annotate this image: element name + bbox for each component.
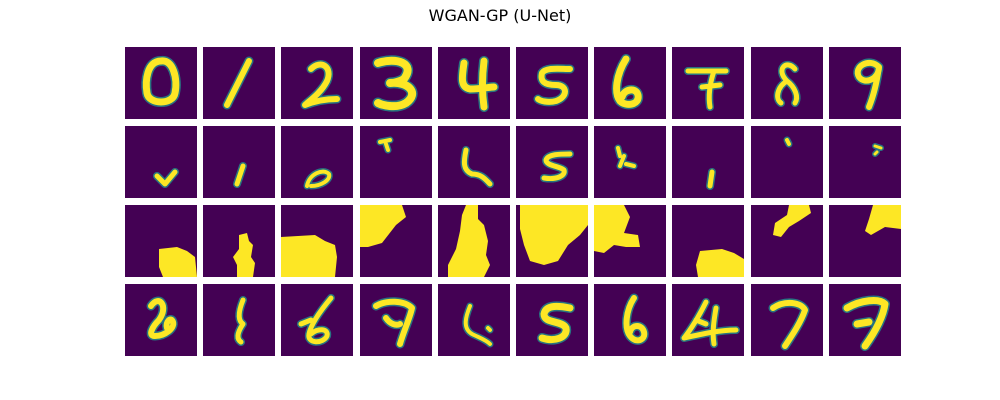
grid-tile-masked-partial-digit-6 <box>594 126 666 198</box>
tile-image <box>233 233 255 277</box>
tile-image <box>360 205 406 247</box>
grid-tile-masked-partial-digit-1 <box>203 126 275 198</box>
grid-tile-binary-mask-3 <box>360 205 432 277</box>
tile-image <box>376 136 394 154</box>
grid-tile-masked-partial-digit-5 <box>516 126 588 198</box>
grid-tile-masked-partial-digit-7 <box>672 126 744 198</box>
tile-image <box>146 296 178 341</box>
grid-tile-binary-mask-5 <box>516 205 588 277</box>
tile-image <box>706 168 716 190</box>
tile-image <box>594 205 640 253</box>
tile-image <box>297 294 335 346</box>
tile-image <box>303 168 333 190</box>
grid-tile-binary-mask-8 <box>751 205 823 277</box>
grid-tile-masked-partial-digit-0 <box>125 126 197 198</box>
tile-image <box>448 205 490 277</box>
grid-tile-real-digit-5 <box>516 47 588 119</box>
tile-image <box>696 249 744 277</box>
grid-tile-binary-mask-4 <box>438 205 510 277</box>
tile-image <box>462 302 494 348</box>
tile-image <box>233 162 247 188</box>
grid-tile-binary-mask-6 <box>594 205 666 277</box>
tile-image <box>281 235 337 277</box>
grid-tile-generated-digit-0 <box>125 284 197 356</box>
grid-tile-masked-partial-digit-3 <box>360 126 432 198</box>
tile-image <box>773 205 811 237</box>
tile-image <box>460 146 494 188</box>
grid-tile-binary-mask-9 <box>829 205 901 277</box>
grid-tile-generated-digit-6 <box>594 284 666 356</box>
grid-tile-binary-mask-2 <box>281 205 353 277</box>
tile-image <box>537 301 575 345</box>
tile-image <box>371 297 417 349</box>
tile-image <box>680 298 740 348</box>
grid-tile-masked-partial-digit-9 <box>829 126 901 198</box>
grid-tile-masked-partial-digit-2 <box>281 126 353 198</box>
figure-title: WGAN-GP (U-Net) <box>428 6 572 25</box>
grid-tile-binary-mask-1 <box>203 205 275 277</box>
grid-tile-binary-mask-0 <box>125 205 197 277</box>
tile-image <box>141 56 181 107</box>
tile-image <box>372 55 418 112</box>
grid-tile-binary-mask-7 <box>672 205 744 277</box>
tile-image <box>520 205 588 265</box>
grid-tile-real-digit-7 <box>672 47 744 119</box>
tile-image <box>783 136 793 148</box>
grid-tile-generated-digit-8 <box>751 284 823 356</box>
grid-tile-real-digit-4 <box>438 47 510 119</box>
grid-tile-generated-digit-5 <box>516 284 588 356</box>
grid-tile-real-digit-0 <box>125 47 197 119</box>
grid-tile-real-digit-8 <box>751 47 823 119</box>
tile-image <box>540 150 574 183</box>
grid-tile-real-digit-6 <box>594 47 666 119</box>
tile-image <box>611 54 644 110</box>
grid-tile-masked-partial-digit-4 <box>438 126 510 198</box>
tile-image <box>622 293 649 345</box>
tile-image <box>222 56 254 110</box>
tile-image <box>457 56 499 112</box>
grid-tile-real-digit-2 <box>281 47 353 119</box>
tile-image <box>533 64 575 107</box>
tile-image <box>153 168 179 188</box>
tile-image <box>684 67 730 111</box>
grid-tile-generated-digit-4 <box>438 284 510 356</box>
grid-tile-masked-partial-digit-8 <box>751 126 823 198</box>
tile-image <box>233 296 247 346</box>
grid-tile-real-digit-3 <box>360 47 432 119</box>
tile-image <box>768 298 810 351</box>
tile-image <box>773 60 801 107</box>
tile-image <box>614 144 638 170</box>
tile-image <box>842 295 890 351</box>
grid-tile-real-digit-9 <box>829 47 901 119</box>
tile-image <box>865 205 901 235</box>
grid-tile-generated-digit-2 <box>281 284 353 356</box>
grid-tile-generated-digit-7 <box>672 284 744 356</box>
tile-image <box>853 58 884 112</box>
grid-tile-generated-digit-1 <box>203 284 275 356</box>
tile-image <box>872 143 884 157</box>
image-grid <box>125 47 901 357</box>
grid-tile-generated-digit-9 <box>829 284 901 356</box>
tile-image <box>300 60 342 110</box>
grid-tile-generated-digit-3 <box>360 284 432 356</box>
grid-tile-real-digit-1 <box>203 47 275 119</box>
tile-image <box>159 247 197 277</box>
